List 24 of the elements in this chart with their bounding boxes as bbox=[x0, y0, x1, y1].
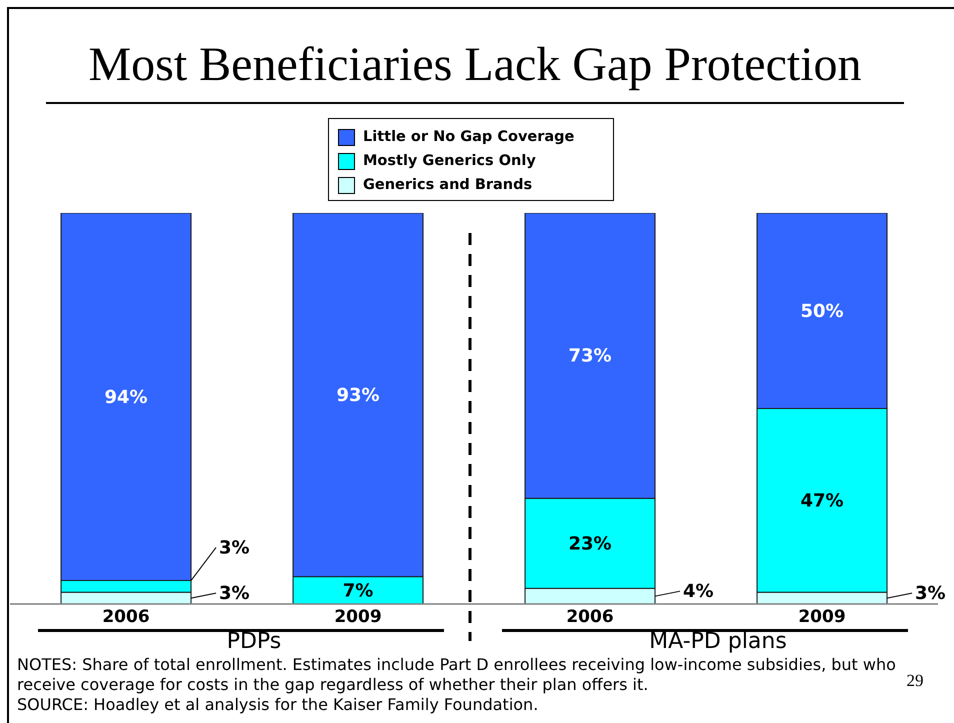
x-tick-label: 2009 bbox=[334, 607, 382, 628]
data-label: 94% bbox=[104, 386, 148, 408]
data-label: 47% bbox=[800, 490, 844, 511]
data-label: 50% bbox=[800, 300, 844, 322]
source-note: SOURCE: Hoadley et al analysis for the Kaiser Family Foundation. bbox=[17, 695, 538, 714]
data-label: 23% bbox=[568, 532, 612, 554]
text: 29 bbox=[906, 671, 924, 690]
text: MA-PD plans bbox=[649, 629, 787, 654]
legend-label: Little or No Gap Coverage bbox=[363, 129, 574, 145]
x-tick-label: 2006 bbox=[566, 607, 614, 628]
chart-title: Most Beneficiaries Lack Gap Protection bbox=[88, 38, 862, 91]
data-label: 4% bbox=[683, 580, 714, 602]
data-label: 73% bbox=[568, 345, 612, 366]
text: PDPs bbox=[226, 629, 282, 654]
data-label: 3% bbox=[915, 582, 946, 604]
legend-label: Generics and Brands bbox=[363, 177, 532, 193]
text: NOTES: Share of total enrollment. Estimates include Part D enrollees receiving low-income subsidies, but who receive coverage for costs in the gap regardless of whether their plan offers it. bbox=[17, 655, 896, 694]
data-label: 3% bbox=[219, 536, 250, 558]
x-tick-label: 2006 bbox=[102, 607, 150, 628]
data-label: 7% bbox=[342, 580, 374, 601]
data-label: 93% bbox=[336, 384, 380, 406]
data-label: 3% bbox=[219, 582, 250, 604]
legend-label: Mostly Generics Only bbox=[363, 153, 536, 169]
x-tick-label: 2009 bbox=[798, 607, 846, 628]
